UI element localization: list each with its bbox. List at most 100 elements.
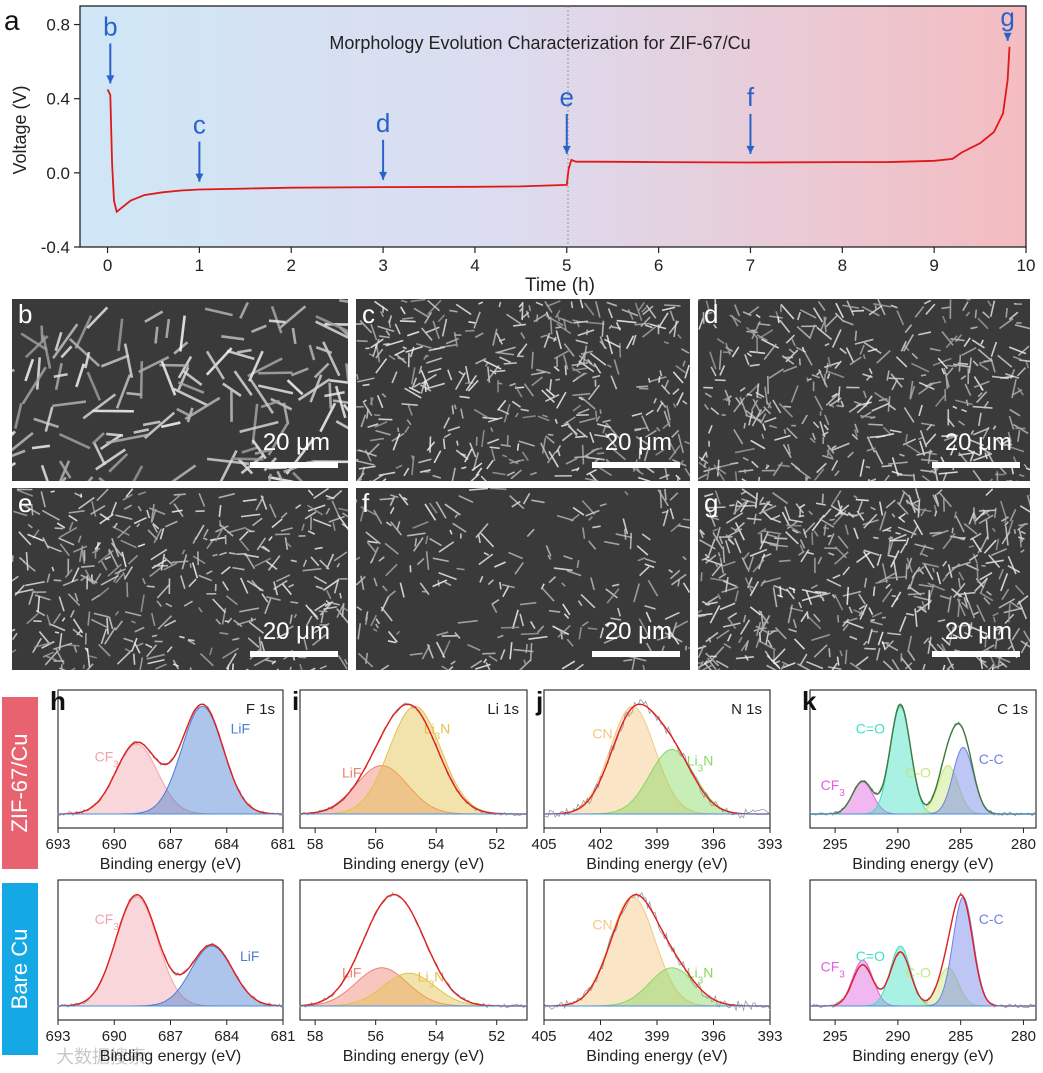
scale-bar-label: 20 μm — [604, 429, 672, 456]
sem-feature — [945, 335, 958, 349]
sem-feature — [967, 601, 976, 619]
sem-feature — [371, 473, 385, 481]
sem-feature — [1023, 630, 1030, 644]
sem-feature — [580, 350, 593, 355]
sem-feature — [561, 432, 573, 442]
sem-feature — [821, 493, 824, 504]
sem-feature — [248, 350, 264, 382]
sem-feature — [954, 334, 963, 343]
sem-feature — [432, 320, 440, 340]
sem-feature — [358, 465, 376, 470]
sem-feature — [187, 639, 196, 645]
sem-feature — [715, 660, 729, 669]
sem-feature — [344, 658, 348, 665]
sem-feature — [147, 529, 158, 541]
sem-feature — [917, 565, 925, 573]
sem-feature — [884, 474, 890, 481]
sem-feature — [546, 451, 557, 464]
sem-feature — [333, 551, 348, 562]
sem-feature — [478, 553, 494, 566]
sem-feature — [849, 635, 858, 641]
sem-feature — [576, 559, 580, 569]
sem-feature — [293, 613, 298, 619]
x-axis-label: Binding energy (eV) — [343, 1048, 484, 1065]
sem-feature — [716, 338, 725, 345]
sem-feature — [989, 478, 994, 481]
sem-feature — [729, 504, 735, 507]
y-tick-label: -0.4 — [41, 238, 70, 257]
sem-feature — [711, 514, 718, 518]
sem-feature — [634, 428, 642, 432]
sem-feature — [1016, 595, 1029, 606]
sem-feature — [398, 493, 409, 506]
x-tick-label: 290 — [885, 836, 910, 853]
sem-feature — [563, 555, 573, 560]
sem-feature — [927, 582, 946, 591]
sem-feature — [245, 668, 250, 670]
sem-feature — [937, 619, 946, 623]
sem-feature — [941, 306, 951, 310]
sem-feature — [147, 658, 165, 665]
sem-feature — [455, 303, 472, 316]
sem-feature — [165, 602, 173, 608]
sem-feature — [48, 622, 66, 632]
sem-feature — [579, 417, 596, 424]
sem-feature — [394, 323, 401, 335]
sem-feature — [798, 358, 801, 366]
sem-feature — [777, 316, 780, 324]
sem-feature — [325, 494, 334, 500]
sem-feature — [367, 540, 378, 544]
sem-feature — [861, 305, 880, 317]
sem-feature — [968, 512, 975, 525]
sem-feature — [74, 592, 79, 602]
sem-feature — [53, 372, 68, 379]
sem-feature — [610, 375, 618, 390]
sem-feature — [780, 663, 785, 670]
sem-feature — [470, 473, 480, 481]
sem-feature — [492, 328, 498, 346]
sem-feature — [1020, 530, 1026, 535]
sem-feature — [106, 617, 109, 635]
sem-feature — [909, 380, 914, 399]
sem-feature — [1008, 346, 1027, 355]
sem-feature — [452, 522, 467, 533]
sem-feature — [733, 428, 744, 445]
sem-feature — [404, 387, 422, 399]
sem-feature — [270, 397, 293, 411]
sem-feature — [716, 629, 730, 640]
sem-feature — [553, 567, 573, 572]
sem-feature — [516, 443, 520, 451]
sem-feature — [100, 354, 130, 368]
x-tick-label: 9 — [929, 256, 938, 275]
scale-bar — [250, 651, 338, 657]
x-tick-label: 393 — [757, 836, 782, 853]
sem-feature — [823, 424, 829, 431]
peak-cn — [543, 896, 770, 1007]
sem-feature — [397, 357, 405, 360]
sem-feature — [160, 360, 177, 396]
sem-feature — [968, 554, 979, 562]
sem-feature — [912, 502, 919, 508]
sem-feature — [1008, 415, 1015, 430]
sem-feature — [972, 553, 978, 564]
sem-feature — [760, 338, 780, 349]
sem-feature — [636, 545, 649, 556]
sem-feature — [622, 518, 629, 535]
sem-feature — [509, 459, 525, 465]
sem-feature — [1007, 431, 1012, 442]
sem-feature — [407, 404, 413, 416]
sem-feature — [846, 300, 855, 316]
sem-feature — [52, 612, 62, 625]
sem-feature — [12, 368, 15, 373]
sem-feature — [579, 299, 584, 309]
sem-feature — [68, 514, 78, 522]
sem-feature — [478, 301, 484, 305]
sem-feature — [53, 642, 73, 650]
sem-feature — [397, 427, 400, 433]
sem-feature — [59, 543, 70, 557]
sem-feature — [881, 563, 888, 583]
sem-feature — [1018, 600, 1028, 620]
scale-bar-label: 20 μm — [262, 618, 330, 645]
sem-feature — [336, 562, 341, 568]
sem-feature — [257, 384, 294, 395]
